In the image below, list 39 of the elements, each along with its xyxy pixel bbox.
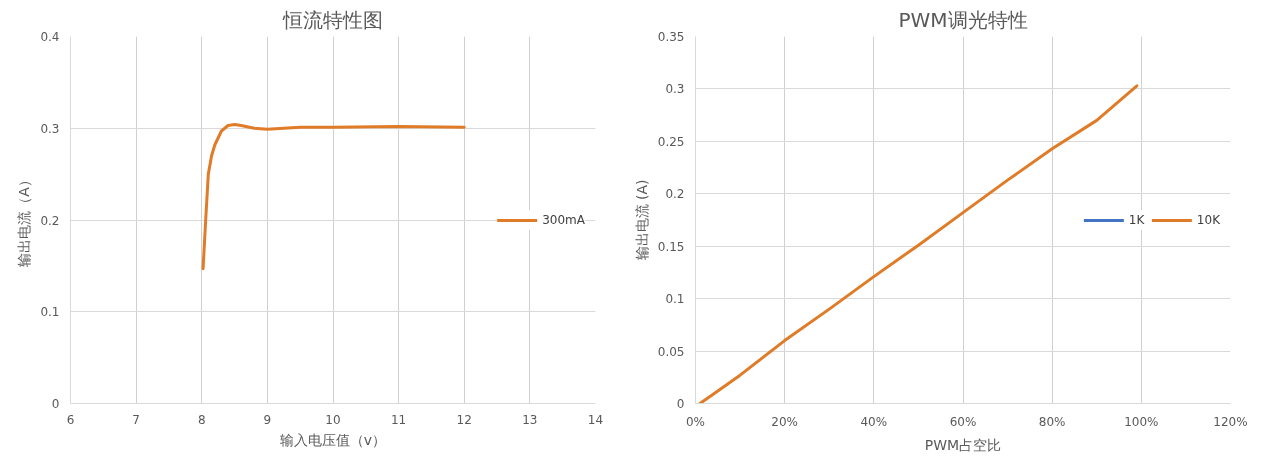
line-series bbox=[201, 123, 466, 271]
x-axis-title: PWM占空比 bbox=[924, 436, 1002, 453]
x-tick-label: 40% bbox=[860, 414, 888, 429]
x-tick-label: 100% bbox=[1124, 414, 1159, 429]
y-tick-label: 0.1 bbox=[40, 305, 60, 320]
x-tick-label: 8 bbox=[197, 412, 206, 427]
x-tick-label: 9 bbox=[263, 412, 272, 427]
x-tick-label: 12 bbox=[456, 412, 472, 427]
x-tick-label: 120% bbox=[1213, 414, 1248, 429]
x-tick-label: 11 bbox=[390, 412, 407, 427]
x-tick-label: 0% bbox=[685, 414, 706, 429]
x-tick-label: 60% bbox=[949, 414, 977, 429]
y-tick-label: 0.35 bbox=[657, 30, 685, 44]
x-tick-label: 10 bbox=[325, 412, 341, 427]
legend-label: 10K bbox=[1196, 212, 1220, 227]
x-tick-label: 6 bbox=[66, 412, 75, 427]
x-axis-title: 输入电压值（v） bbox=[279, 431, 387, 448]
x-tick-label: 13 bbox=[522, 412, 538, 427]
y-tick-label: 0.3 bbox=[40, 121, 60, 136]
y-tick-label: 0 bbox=[676, 397, 685, 411]
y-axis-title: 输出电流 (A) bbox=[633, 179, 650, 261]
x-tick-label: 20% bbox=[771, 414, 798, 429]
chart-title: PWM调光特性 bbox=[898, 7, 1028, 32]
y-tick-label: 0.3 bbox=[665, 82, 685, 97]
y-tick-label: 0.2 bbox=[665, 187, 685, 202]
chart-title: 恒流特性图 bbox=[282, 7, 383, 32]
y-axis-title: 输出电流（A） bbox=[16, 173, 33, 267]
y-tick-label: 0.05 bbox=[657, 344, 685, 359]
x-tick-label: 7 bbox=[132, 412, 140, 427]
y-tick-label: 0 bbox=[51, 397, 60, 411]
y-tick-label: 0.4 bbox=[40, 30, 60, 44]
x-tick-label: 14 bbox=[587, 412, 604, 427]
legend-label: 1K bbox=[1128, 212, 1146, 227]
y-tick-label: 0.15 bbox=[657, 239, 685, 254]
legend-label: 300mA bbox=[542, 212, 585, 227]
y-tick-label: 0.2 bbox=[40, 213, 60, 228]
x-tick-label: 80% bbox=[1038, 414, 1066, 429]
y-tick-label: 0.1 bbox=[665, 292, 685, 307]
y-tick-label: 0.25 bbox=[657, 134, 685, 149]
